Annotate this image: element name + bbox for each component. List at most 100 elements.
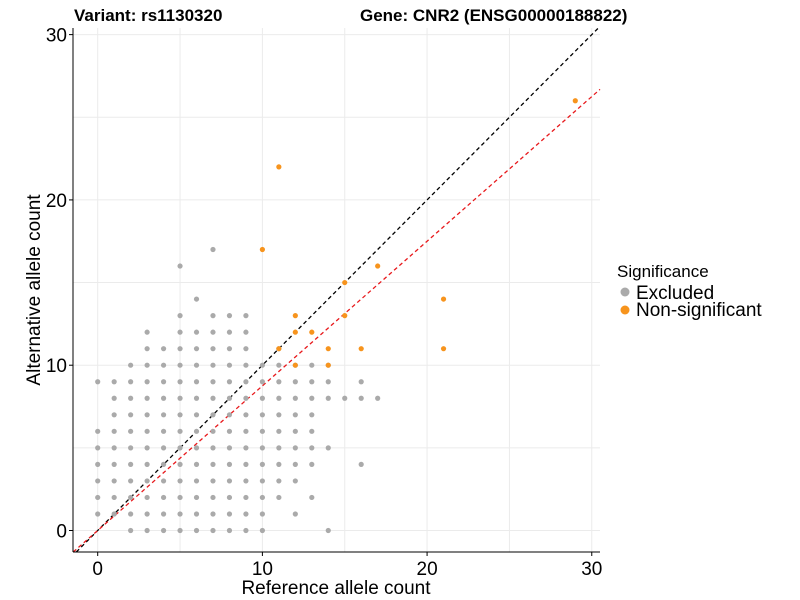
point-excluded: [243, 395, 249, 401]
point-excluded: [276, 478, 282, 484]
point-excluded: [193, 511, 200, 517]
point-excluded: [160, 412, 167, 418]
point-excluded: [193, 461, 200, 467]
point-excluded: [309, 412, 315, 418]
point-excluded: [292, 379, 298, 385]
point-excluded: [259, 395, 265, 401]
point-non-significant: [259, 246, 265, 253]
point-excluded: [128, 461, 134, 467]
point-excluded: [210, 246, 216, 253]
point-excluded: [358, 461, 364, 467]
point-excluded: [144, 494, 150, 501]
point-excluded: [95, 511, 101, 517]
point-excluded: [160, 362, 167, 368]
point-non-significant: [292, 329, 298, 335]
point-excluded: [243, 461, 249, 467]
point-excluded: [128, 527, 134, 534]
x-tick-label: 0: [92, 559, 103, 580]
point-excluded: [95, 478, 101, 484]
x-axis-title: Reference allele count: [241, 578, 431, 599]
legend: Significance Excluded Non-significant: [617, 262, 762, 321]
point-excluded: [243, 362, 249, 368]
point-excluded: [177, 412, 183, 418]
point-excluded: [111, 494, 117, 501]
point-excluded: [243, 346, 249, 352]
point-excluded: [226, 527, 233, 534]
point-excluded: [292, 428, 298, 434]
point-excluded: [210, 494, 216, 501]
point-excluded: [128, 395, 134, 401]
point-excluded: [226, 362, 233, 368]
point-excluded: [111, 428, 117, 434]
point-excluded: [243, 494, 249, 501]
point-excluded: [111, 461, 117, 467]
point-excluded: [177, 263, 183, 269]
point-excluded: [160, 428, 167, 434]
point-excluded: [177, 461, 183, 467]
y-tick-label: 30: [46, 26, 67, 47]
point-non-significant: [292, 362, 298, 368]
point-excluded: [95, 379, 101, 385]
axes: [69, 28, 600, 556]
point-excluded: [309, 461, 315, 467]
point-excluded: [193, 527, 200, 534]
point-excluded: [144, 379, 150, 385]
point-excluded: [177, 494, 183, 501]
point-excluded: [177, 379, 183, 385]
point-excluded: [243, 428, 249, 434]
point-excluded: [177, 346, 183, 352]
grid: [73, 28, 600, 552]
point-excluded: [160, 395, 167, 401]
point-non-significant: [325, 346, 331, 352]
point-excluded: [193, 395, 200, 401]
point-excluded: [128, 362, 134, 368]
point-excluded: [193, 494, 200, 501]
point-excluded: [177, 395, 183, 401]
point-excluded: [226, 478, 233, 484]
point-excluded: [193, 346, 200, 352]
point-excluded: [144, 329, 150, 335]
point-excluded: [144, 478, 150, 484]
point-excluded: [210, 511, 216, 517]
point-non-significant: [342, 313, 348, 319]
point-excluded: [160, 379, 167, 385]
point-excluded: [259, 511, 265, 517]
point-excluded: [111, 395, 117, 401]
point-excluded: [111, 445, 117, 451]
point-excluded: [144, 428, 150, 434]
point-excluded: [95, 461, 101, 467]
point-excluded: [276, 461, 282, 467]
legend-item-non-significant: Non-significant: [620, 300, 762, 321]
point-excluded: [210, 379, 216, 385]
point-excluded: [111, 478, 117, 484]
x-tick-label: 30: [581, 559, 602, 580]
point-excluded: [128, 511, 134, 517]
point-excluded: [177, 511, 183, 517]
point-excluded: [309, 428, 315, 434]
reference-lines: [72, 27, 601, 553]
point-excluded: [226, 313, 233, 319]
point-excluded: [177, 313, 183, 319]
point-excluded: [210, 527, 216, 534]
point-excluded: [193, 296, 200, 302]
point-excluded: [193, 329, 200, 335]
point-excluded: [243, 527, 249, 534]
point-excluded: [325, 395, 331, 401]
point-non-significant: [572, 98, 578, 104]
point-excluded: [276, 428, 282, 434]
point-excluded: [259, 362, 265, 368]
point-non-significant: [440, 346, 447, 352]
point-excluded: [292, 461, 298, 467]
point-excluded: [292, 478, 298, 484]
point-excluded: [325, 379, 331, 385]
point-excluded: [177, 527, 183, 534]
point-excluded: [111, 412, 117, 418]
point-excluded: [259, 478, 265, 484]
point-excluded: [226, 511, 233, 517]
point-excluded: [309, 362, 315, 368]
point-excluded: [276, 379, 282, 385]
point-excluded: [160, 511, 167, 517]
point-excluded: [259, 445, 265, 451]
point-excluded: [95, 428, 101, 434]
